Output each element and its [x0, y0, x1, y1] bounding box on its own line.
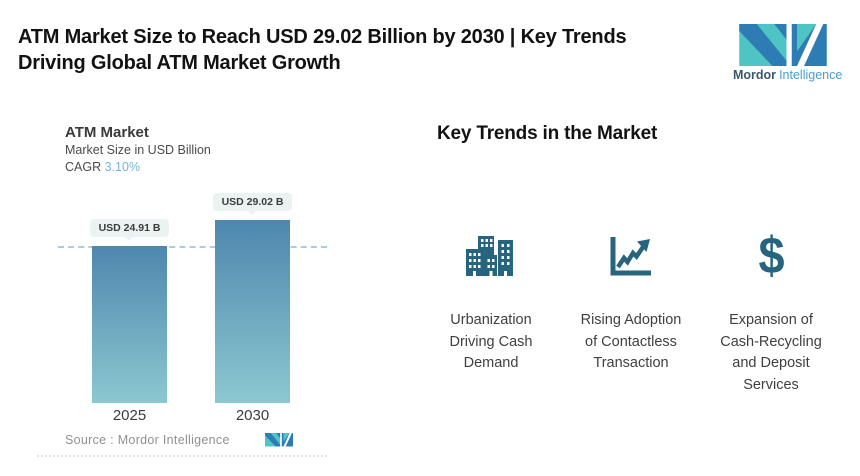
- bar-2025: USD 24.91 B: [89, 219, 170, 403]
- bar-chart-plot: USD 24.91 B USD 29.02 B: [37, 193, 327, 403]
- axis-label-2030: 2030: [235, 407, 270, 424]
- card-divider: [37, 455, 327, 457]
- trend-label: Urbanization Driving Cash Demand: [449, 312, 533, 371]
- chart-subtitle: Market Size in USD Billion: [65, 143, 211, 157]
- mordor-intelligence-logo-small-icon: [265, 433, 293, 447]
- trends-row: Urbanization Driving Cash Demand Rising …: [421, 224, 841, 396]
- source-row: Source : Mordor Intelligence: [37, 433, 327, 447]
- source-attribution: Source : Mordor Intelligence: [65, 433, 230, 447]
- dollar-sign-icon: $: [757, 227, 785, 285]
- brand-logo: Mordor Intelligence: [733, 24, 842, 82]
- cagr-label: CAGR: [65, 160, 102, 174]
- trend-item-urbanization: Urbanization Driving Cash Demand: [421, 224, 561, 396]
- bar-value-badge: USD 24.91 B: [89, 219, 170, 237]
- mordor-intelligence-logo-icon: [739, 24, 827, 66]
- chart-title: ATM Market: [65, 124, 149, 141]
- trends-heading: Key Trends in the Market: [437, 123, 658, 144]
- trend-item-contactless: Rising Adoption of Contactless Transacti…: [561, 224, 701, 396]
- bar-2030: USD 29.02 B: [212, 193, 293, 403]
- rising-line-chart-icon: [610, 237, 651, 276]
- brand-name-primary: Mordor: [733, 68, 777, 82]
- page-title: ATM Market Size to Reach USD 29.02 Billi…: [18, 26, 627, 74]
- trend-item-cash-recycling: $ Expansion of Cash-Recycling and Deposi…: [701, 224, 841, 396]
- brand-wordmark: Mordor Intelligence: [733, 68, 842, 82]
- market-size-chart-card: ATM Market Market Size in USD Billion CA…: [37, 110, 327, 457]
- axis-label-2025: 2025: [112, 407, 147, 424]
- chart-cagr: CAGR 3.10%: [65, 159, 327, 176]
- bar-value-badge: USD 29.02 B: [212, 193, 293, 211]
- chart-titles: ATM Market Market Size in USD Billion CA…: [37, 110, 327, 176]
- dashed-reference-line: [58, 246, 327, 248]
- brand-name-secondary: Intelligence: [779, 68, 843, 82]
- trend-label: Expansion of Cash-Recycling and Deposit …: [720, 312, 822, 393]
- city-buildings-icon: [466, 236, 513, 276]
- cagr-value: 3.10%: [104, 160, 141, 174]
- trend-label: Rising Adoption of Contactless Transacti…: [580, 312, 682, 371]
- x-axis-labels: 2025 2030: [37, 406, 327, 425]
